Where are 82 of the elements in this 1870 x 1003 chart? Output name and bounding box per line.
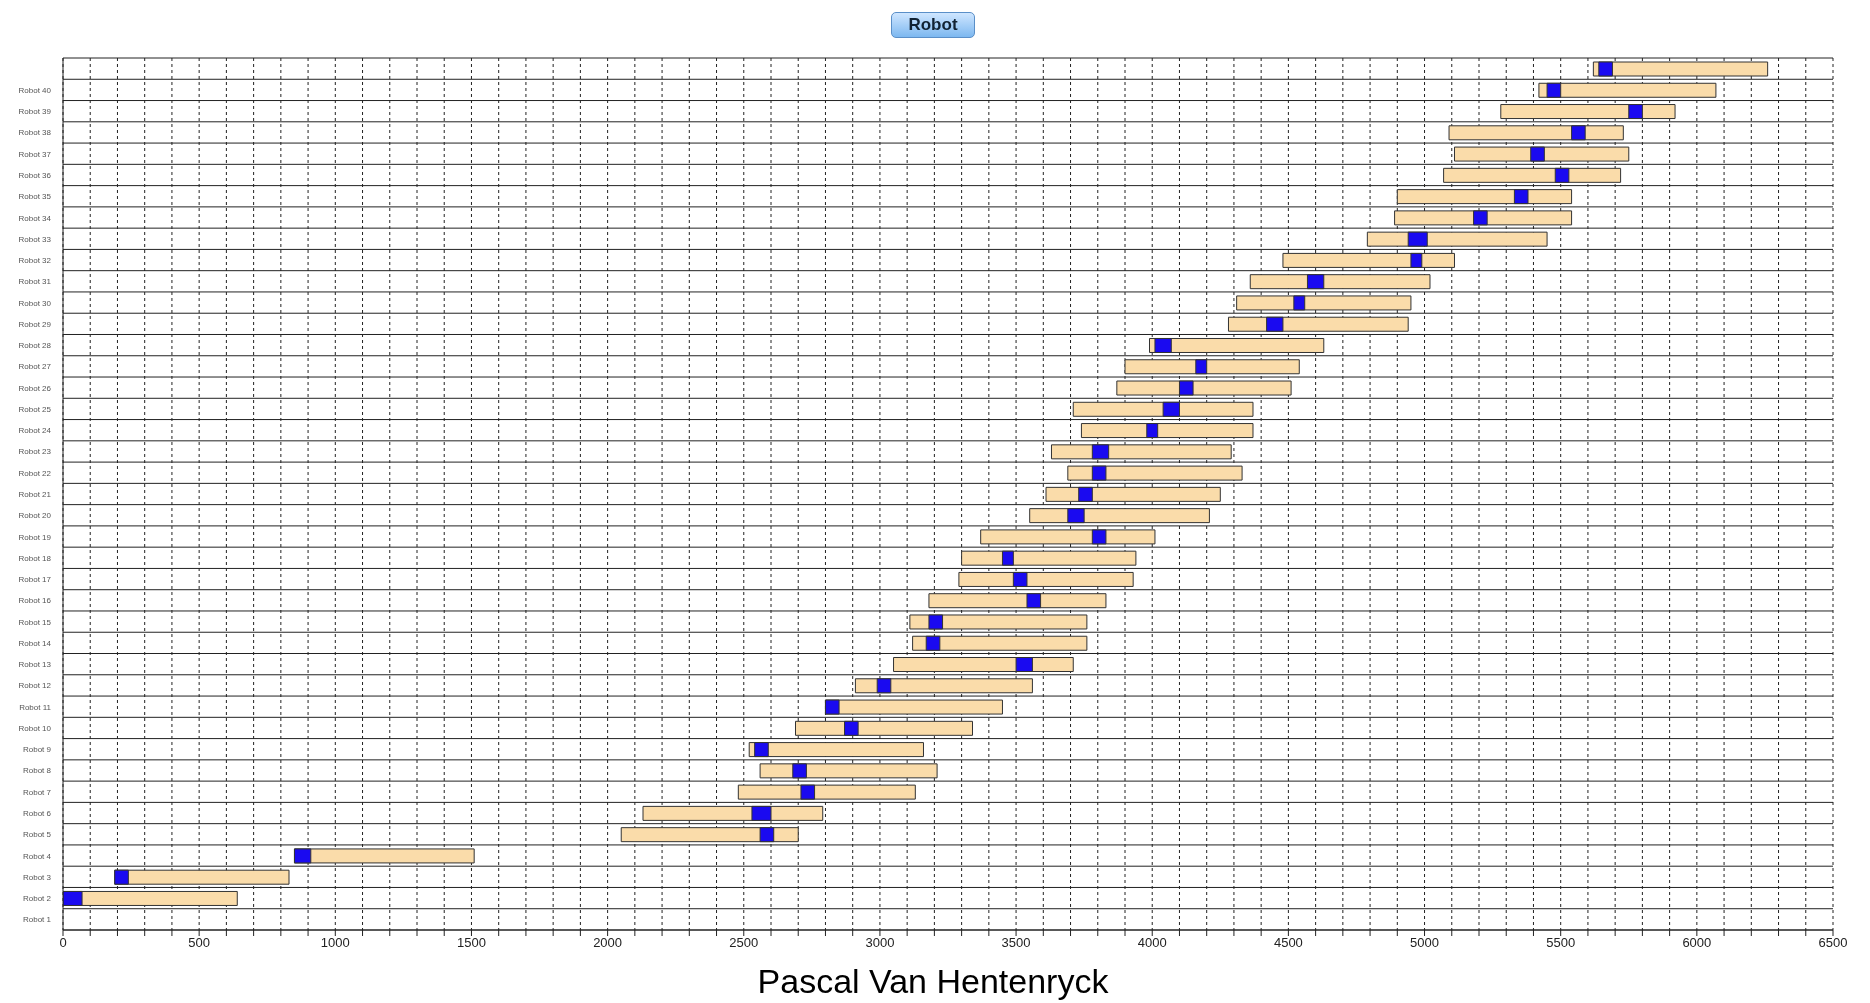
y-tick-label: Robot 36 (18, 170, 52, 180)
bar (980, 529, 1156, 545)
bar (1249, 274, 1431, 290)
y-tick-label: Robot 4 (22, 851, 52, 861)
x-tick-label: 2000 (593, 935, 623, 951)
x-tick-label: 2500 (729, 935, 759, 951)
y-tick-label: Robot 2 (22, 894, 52, 904)
bar (1149, 337, 1325, 353)
bar (1029, 508, 1210, 524)
y-tick-label: Robot 12 (18, 681, 52, 691)
y-tick-label: Robot 19 (18, 532, 52, 542)
y-tick-label: Robot 11 (19, 702, 52, 712)
y-tick-label: Robot 15 (18, 617, 52, 627)
y-tick-label: Robot 9 (22, 745, 52, 755)
bar (1448, 125, 1624, 141)
y-tick-label: Robot 21 (18, 490, 52, 499)
bar (928, 593, 1107, 609)
y-tick-label: Robot 31 (18, 277, 52, 287)
x-tick-label: 3500 (1001, 935, 1031, 951)
bar (1282, 252, 1455, 268)
y-tick-label: Robot 38 (18, 128, 52, 138)
bar (1500, 104, 1676, 120)
y-tick-label: Robot 30 (18, 298, 52, 308)
x-tick-label: 1000 (320, 935, 350, 951)
bar (1116, 380, 1292, 396)
bar (1067, 465, 1243, 481)
y-tick-label: Robot 39 (18, 107, 52, 117)
y-tick-label: Robot 14 (18, 638, 52, 648)
y-tick-label: Robot 34 (18, 213, 52, 223)
x-tick-label: 4000 (1137, 935, 1167, 951)
y-tick-label: Robot 6 (22, 809, 52, 819)
y-tick-label: Robot 26 (18, 383, 52, 393)
y-tick-label: Robot 23 (18, 447, 52, 457)
x-tick-label: 5500 (1546, 935, 1576, 951)
y-tick-label: Robot 32 (18, 256, 52, 266)
bar (1236, 295, 1412, 311)
bar (912, 635, 1088, 651)
y-tick-label: Robot 1 (22, 915, 52, 925)
bar (795, 720, 974, 736)
y-tick-label: Robot 13 (18, 660, 52, 670)
y-tick-label: Robot 8 (22, 766, 52, 776)
bar (748, 742, 924, 758)
y-tick-label: Robot 37 (18, 149, 52, 159)
bar (1124, 359, 1300, 375)
y-tick-label: Robot 17 (18, 575, 52, 585)
x-tick-label: 5000 (1410, 935, 1439, 951)
x-tick-label: 3000 (865, 935, 895, 951)
y-tick-label: Robot 33 (18, 234, 52, 244)
bar (1080, 423, 1254, 439)
y-tick-label: Robot 7 (22, 787, 52, 797)
bar (1366, 231, 1548, 247)
y-tick-label: Robot 24 (18, 426, 52, 436)
bar (1453, 146, 1630, 162)
x-tick-label: 500 (188, 935, 211, 951)
bar (1394, 210, 1573, 226)
bar (854, 678, 1033, 694)
y-tick-label: Robot 27 (18, 362, 52, 372)
y-tick-label: Robot 25 (18, 404, 52, 414)
x-tick-label: 0 (59, 935, 67, 951)
y-tick-label: Robot 10 (18, 723, 52, 733)
x-tick-label: 1500 (457, 935, 486, 951)
y-tick-label: Robot 5 (22, 830, 52, 840)
y-tick-label: Robot 18 (18, 553, 52, 563)
text: Pascal Van Hentenryck (756, 962, 1110, 1001)
y-tick-label: Robot 40 (18, 85, 52, 95)
chart-title: Robot (891, 12, 975, 38)
bar (1396, 189, 1573, 205)
x-tick-label: 6000 (1682, 935, 1712, 951)
bar (909, 614, 1088, 630)
y-tick-label: Robot 29 (18, 319, 52, 329)
bar (1045, 486, 1221, 502)
bar (737, 784, 916, 800)
y-tick-label: Robot 16 (18, 596, 52, 606)
y-tick-label: Robot 35 (18, 192, 52, 202)
y-tick-label: Robot 20 (18, 511, 52, 521)
bar (1538, 82, 1717, 98)
y-tick-label: Robot 28 (18, 341, 52, 351)
y-tick-label: Robot 3 (22, 872, 52, 882)
bar (961, 550, 1137, 566)
y-tick-label: Robot 22 (18, 468, 52, 478)
x-tick-label: 4500 (1273, 935, 1303, 951)
x-tick-label: 6500 (1818, 935, 1848, 951)
